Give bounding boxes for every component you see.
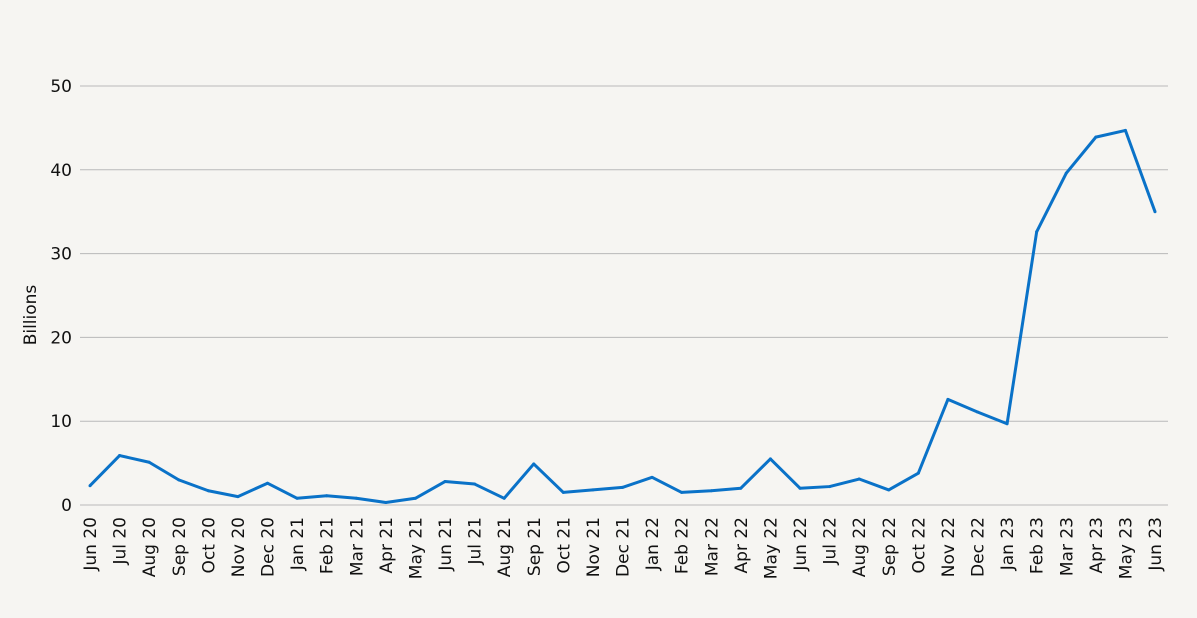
gridlines (80, 85, 1168, 506)
x-tick-label: May 23 (1116, 517, 1136, 579)
x-tick-label: Feb 21 (318, 517, 338, 574)
x-tick-label: Jan 23 (998, 517, 1018, 571)
x-tick-label: May 21 (406, 517, 426, 579)
data-point (1064, 171, 1068, 175)
y-tick-label: 10 (50, 412, 72, 432)
data-point (413, 496, 417, 500)
data-point (709, 489, 713, 493)
x-tick-label: Mar 23 (1057, 517, 1077, 576)
x-tick-label: Oct 20 (199, 517, 219, 573)
data-point (591, 488, 595, 492)
series-layer (88, 128, 1157, 504)
data-point (88, 484, 92, 488)
data-point (206, 489, 210, 493)
data-point (384, 500, 388, 504)
data-point (976, 410, 979, 414)
data-point (443, 480, 447, 484)
x-tick-label: Feb 23 (1028, 517, 1048, 574)
data-point (1094, 135, 1098, 139)
x-tick-label: May 22 (761, 517, 781, 579)
x-tick-label: Aug 20 (140, 517, 160, 577)
x-tick-label: Mar 22 (702, 517, 722, 576)
x-tick-label: Apr 23 (1087, 517, 1107, 573)
y-axis-ticks: 0 10 20 30 40 50 (50, 77, 72, 516)
x-tick-label: Nov 20 (229, 517, 249, 577)
x-tick-label: Nov 22 (939, 517, 959, 577)
data-point (798, 486, 802, 490)
data-point (1153, 210, 1157, 214)
data-point (1005, 422, 1009, 426)
x-tick-label: Sep 22 (880, 517, 900, 576)
x-tick-label: Jan 21 (288, 517, 308, 571)
y-tick-label: 30 (50, 245, 72, 265)
data-point (266, 481, 269, 485)
x-tick-label: Jul 20 (111, 517, 131, 566)
data-point (236, 495, 240, 499)
data-point (916, 471, 920, 475)
data-point (857, 477, 861, 481)
series-line (88, 128, 1157, 504)
x-tick-label: Dec 22 (969, 517, 989, 577)
data-point (739, 486, 743, 490)
x-tick-label: Aug 22 (850, 517, 870, 577)
x-tick-label: Jun 20 (81, 517, 101, 572)
x-tick-label: Mar 21 (347, 517, 367, 576)
data-point (325, 494, 329, 498)
x-tick-label: Sep 20 (170, 517, 190, 576)
x-tick-label: Jul 22 (821, 517, 841, 566)
y-tick-label: 0 (61, 496, 72, 516)
x-tick-label: Nov 21 (584, 517, 604, 577)
data-point (621, 485, 624, 489)
data-point (147, 460, 151, 464)
x-tick-label: Jan 22 (643, 517, 663, 571)
data-point (561, 490, 565, 494)
x-tick-label: Oct 22 (909, 517, 929, 573)
data-point (946, 397, 950, 401)
data-point (1035, 230, 1039, 234)
x-tick-label: Apr 21 (377, 517, 397, 573)
data-point (295, 496, 299, 500)
x-tick-label: Dec 21 (614, 517, 634, 577)
x-tick-label: Jun 23 (1146, 517, 1166, 572)
data-point (1123, 128, 1127, 132)
x-tick-label: Feb 22 (673, 517, 693, 574)
y-tick-label: 20 (50, 328, 72, 348)
y-tick-label: 50 (50, 77, 72, 97)
x-tick-label: Jun 21 (436, 517, 456, 572)
data-point (650, 475, 654, 479)
data-point (532, 462, 536, 466)
data-point (473, 482, 477, 486)
x-tick-label: Sep 21 (525, 517, 545, 576)
x-tick-label: Jun 22 (791, 517, 811, 572)
data-point (768, 457, 772, 461)
data-point (354, 496, 358, 500)
data-point (828, 485, 832, 489)
x-tick-label: Jul 21 (466, 517, 486, 566)
x-tick-label: Oct 21 (554, 517, 574, 573)
data-point (680, 490, 684, 494)
x-tick-label: Apr 22 (732, 517, 752, 573)
data-point (118, 454, 122, 458)
data-point (887, 488, 891, 492)
x-axis-ticks: Jun 20 Jul 20 Aug 20 Sep 20 Oct 20 Nov 20 Dec … (81, 517, 1166, 579)
x-tick-label: Aug 21 (495, 517, 515, 577)
x-tick-label: Dec 20 (259, 517, 279, 577)
y-axis-title: Billions (21, 285, 41, 346)
data-point (502, 496, 506, 500)
data-point (177, 478, 181, 482)
y-tick-label: 40 (50, 161, 72, 181)
